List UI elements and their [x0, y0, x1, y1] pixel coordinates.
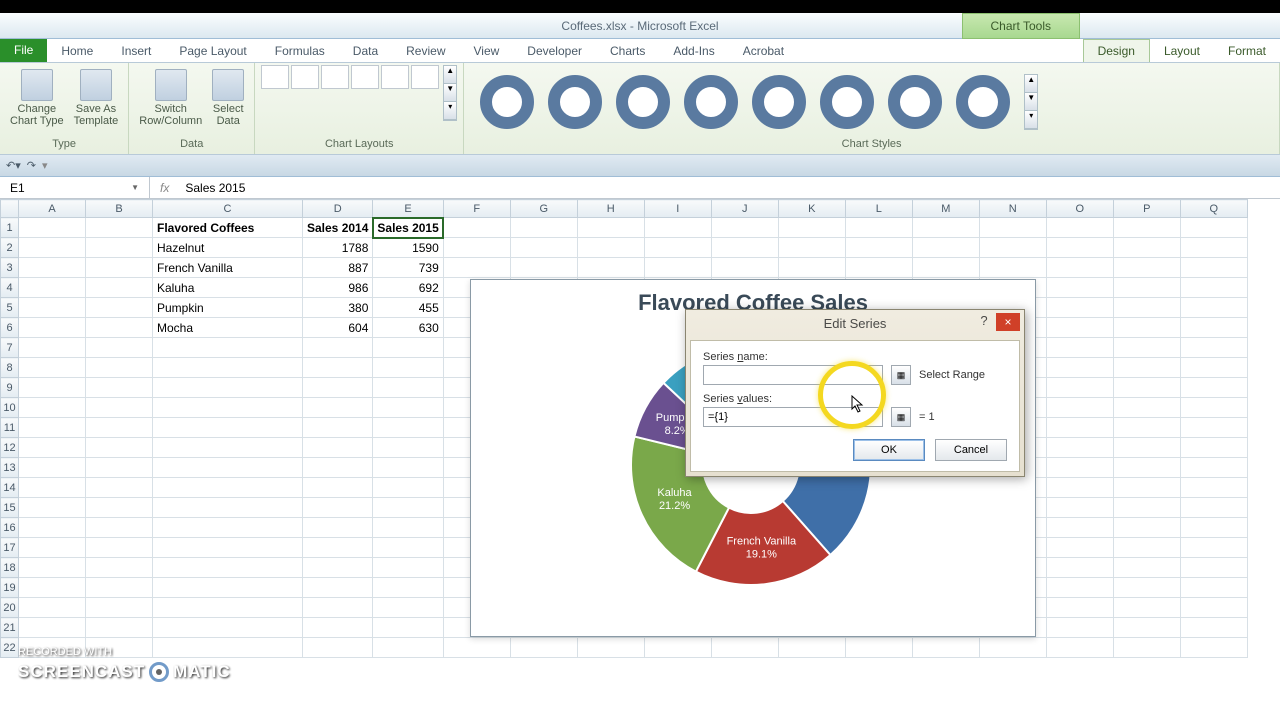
namebox-dropdown-icon[interactable]: ▼ — [131, 183, 139, 192]
layouts-scroll[interactable]: ▲▼▾ — [443, 65, 457, 121]
svg-text:Kaluha: Kaluha — [657, 487, 692, 499]
select-data-button[interactable]: Select Data — [208, 65, 248, 131]
ribbon-group-layouts: ▲▼▾ Chart Layouts — [255, 63, 464, 154]
svg-text:French Vanilla: French Vanilla — [727, 535, 797, 547]
ok-button[interactable]: OK — [853, 439, 925, 461]
quick-access-toolbar[interactable]: ↶▾ ↷ ▾ — [0, 155, 1280, 177]
formula-bar[interactable]: Sales 2015 — [179, 181, 1280, 195]
ribbon: Change Chart Type Save As Template Type … — [0, 63, 1280, 155]
formula-bar-row: E1 ▼ fx Sales 2015 — [0, 177, 1280, 199]
redo-icon[interactable]: ↷ — [27, 159, 36, 172]
change-chart-type-button[interactable]: Change Chart Type — [6, 65, 68, 131]
template-icon — [80, 69, 112, 101]
edit-series-dialog: Edit Series ? × Series name: ▦ Select Ra… — [685, 309, 1025, 477]
chart-layouts-gallery[interactable] — [261, 65, 441, 89]
series-values-label: Series values: — [703, 393, 1007, 405]
chart-tools-tab-header: Chart Tools — [962, 13, 1080, 39]
ribbon-group-type: Change Chart Type Save As Template Type — [0, 63, 129, 154]
tab-insert[interactable]: Insert — [107, 40, 165, 62]
screencast-watermark: RECORDED WITH SCREENCAST MATIC — [18, 645, 231, 684]
series-values-input[interactable] — [703, 407, 883, 427]
screencast-logo-icon — [149, 662, 169, 682]
excel-window: Coffees.xlsx - Microsoft Excel File Home… — [0, 13, 1280, 701]
dialog-body: Series name: ▦ Select Range Series value… — [690, 340, 1020, 472]
tab-formulas[interactable]: Formulas — [261, 40, 339, 62]
chart-styles-gallery[interactable]: ▲▼▾ — [470, 65, 1273, 138]
title-bar: Coffees.xlsx - Microsoft Excel — [0, 13, 1280, 39]
undo-icon[interactable]: ↶▾ — [6, 159, 21, 172]
save-as-template-button[interactable]: Save As Template — [70, 65, 123, 131]
dialog-title-bar[interactable]: Edit Series ? × — [686, 310, 1024, 336]
cancel-button[interactable]: Cancel — [935, 439, 1007, 461]
ribbon-group-data: Switch Row/Column Select Data Data — [129, 63, 255, 154]
svg-text:19.1%: 19.1% — [746, 548, 777, 560]
window-title: Coffees.xlsx - Microsoft Excel — [561, 19, 718, 33]
svg-text:21.2%: 21.2% — [659, 500, 690, 512]
tab-acrobat[interactable]: Acrobat — [729, 40, 798, 62]
series-name-hint: Select Range — [919, 369, 985, 381]
series-values-ref-button[interactable]: ▦ — [891, 407, 911, 427]
select-data-icon — [212, 69, 244, 101]
fx-icon[interactable]: fx — [150, 181, 179, 195]
tab-home[interactable]: Home — [47, 40, 107, 62]
tab-data[interactable]: Data — [339, 40, 392, 62]
name-box[interactable]: E1 ▼ — [0, 177, 150, 198]
series-name-ref-button[interactable]: ▦ — [891, 365, 911, 385]
tab-review[interactable]: Review — [392, 40, 459, 62]
switch-icon — [155, 69, 187, 101]
series-name-input[interactable] — [703, 365, 883, 385]
tab-addins[interactable]: Add-Ins — [659, 40, 728, 62]
tab-page-layout[interactable]: Page Layout — [165, 40, 260, 62]
switch-row-column-button[interactable]: Switch Row/Column — [135, 65, 206, 131]
tab-design[interactable]: Design — [1083, 39, 1150, 62]
ribbon-group-styles: ▲▼▾ Chart Styles — [464, 63, 1280, 154]
dialog-close-button[interactable]: × — [996, 313, 1020, 331]
series-name-label: Series name: — [703, 351, 1007, 363]
tab-layout[interactable]: Layout — [1150, 40, 1214, 62]
styles-scroll[interactable]: ▲▼▾ — [1024, 74, 1038, 130]
file-tab[interactable]: File — [0, 38, 47, 62]
series-values-hint: = 1 — [919, 411, 935, 423]
tab-charts[interactable]: Charts — [596, 40, 659, 62]
ribbon-tabs: File Home Insert Page Layout Formulas Da… — [0, 39, 1280, 63]
tab-view[interactable]: View — [460, 40, 514, 62]
tab-format[interactable]: Format — [1214, 40, 1280, 62]
tab-developer[interactable]: Developer — [513, 40, 596, 62]
chart-type-icon — [21, 69, 53, 101]
dialog-help-button[interactable]: ? — [974, 313, 994, 331]
